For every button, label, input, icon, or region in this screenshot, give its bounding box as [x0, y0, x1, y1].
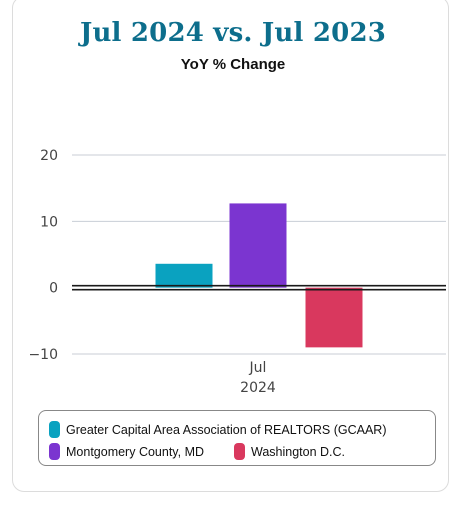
y-tick-label-0: 20 [40, 148, 58, 164]
x-tick-label-line-1: 2024 [240, 380, 276, 396]
y-tick-label-1: 10 [40, 214, 58, 230]
bar-2 [305, 287, 363, 348]
y-tick-label-3: −10 [28, 347, 58, 363]
chart-subtitle: YoY % Change [180, 56, 286, 73]
legend-label-montgomery: Montgomery County, MD [66, 444, 205, 459]
legend-swatch-montgomery [49, 443, 60, 460]
legend-item-montgomery[interactable]: Montgomery County, MD [49, 443, 204, 460]
legend-item-dc[interactable]: Washington D.C. [234, 443, 345, 460]
bar-0 [155, 263, 213, 288]
bar-1 [229, 203, 287, 288]
x-tick-label-line-0: Jul [249, 360, 267, 376]
legend-item-gcaar[interactable]: Greater Capital Area Association of REAL… [49, 421, 387, 438]
chart-legend: Greater Capital Area Association of REAL… [38, 410, 436, 466]
chart-title: Jul 2024 vs. Jul 2023 [79, 18, 387, 48]
legend-label-dc: Washington D.C. [251, 444, 346, 459]
legend-swatch-gcaar [49, 421, 60, 438]
legend-label-gcaar: Greater Capital Area Association of REAL… [66, 422, 387, 437]
y-tick-label-2: 0 [49, 281, 58, 297]
legend-swatch-dc [234, 443, 245, 460]
